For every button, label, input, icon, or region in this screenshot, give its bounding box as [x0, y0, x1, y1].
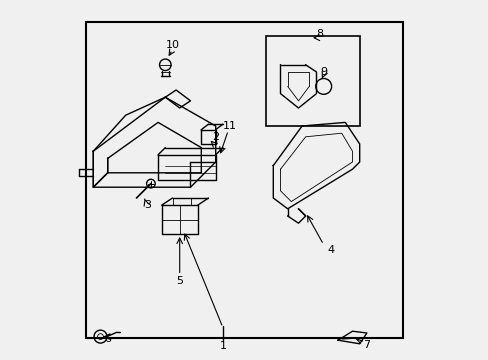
- Text: 6: 6: [104, 334, 111, 344]
- Text: 4: 4: [326, 245, 334, 255]
- Text: 9: 9: [320, 67, 326, 77]
- Text: 10: 10: [165, 40, 179, 50]
- Bar: [86, 22, 402, 338]
- Text: 5: 5: [176, 276, 183, 286]
- Text: 7: 7: [363, 339, 370, 350]
- Text: 11: 11: [223, 121, 237, 131]
- Text: 2: 2: [212, 132, 219, 142]
- Text: 1: 1: [219, 341, 226, 351]
- Text: 3: 3: [143, 200, 150, 210]
- Text: 8: 8: [316, 29, 323, 39]
- Bar: [265, 36, 359, 126]
